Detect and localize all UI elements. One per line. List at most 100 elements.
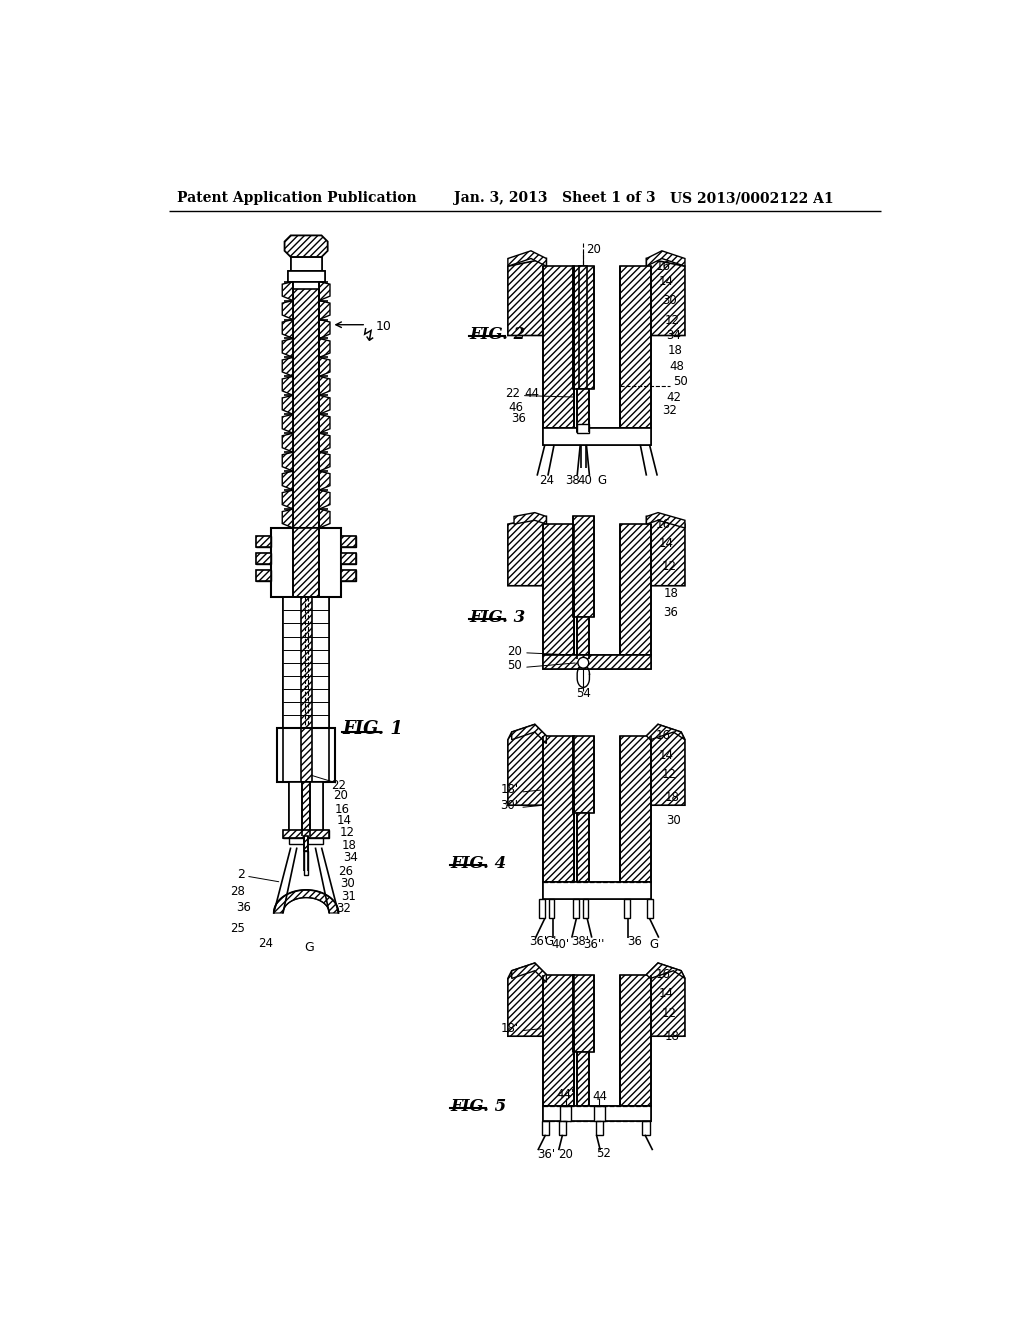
Bar — [544, 882, 651, 899]
Bar — [341, 553, 356, 564]
Text: 14: 14 — [658, 537, 674, 550]
Bar — [621, 974, 651, 1106]
Bar — [572, 516, 594, 616]
Polygon shape — [319, 281, 330, 301]
Text: 44': 44' — [556, 1088, 574, 1101]
Bar — [542, 1121, 550, 1135]
Text: FIG. 3: FIG. 3 — [469, 609, 525, 626]
Polygon shape — [273, 890, 339, 913]
Circle shape — [578, 657, 589, 668]
Bar — [621, 524, 651, 655]
Text: 38: 38 — [565, 474, 580, 487]
Text: ↯: ↯ — [360, 326, 375, 345]
Text: 16: 16 — [655, 260, 671, 273]
Bar — [621, 737, 651, 882]
Text: 30: 30 — [662, 294, 677, 308]
Text: 36: 36 — [664, 606, 678, 619]
Bar — [560, 1106, 571, 1121]
Polygon shape — [283, 433, 293, 453]
Text: 16: 16 — [335, 803, 349, 816]
Polygon shape — [319, 510, 330, 528]
Bar — [283, 597, 330, 729]
Text: 10: 10 — [376, 319, 391, 333]
Text: Jan. 3, 2013   Sheet 1 of 3: Jan. 3, 2013 Sheet 1 of 3 — [454, 191, 655, 206]
Polygon shape — [508, 251, 547, 267]
Text: US 2013/0002122 A1: US 2013/0002122 A1 — [670, 191, 834, 206]
Text: 31: 31 — [342, 890, 356, 903]
Text: 36: 36 — [511, 412, 526, 425]
Text: 25: 25 — [229, 921, 245, 935]
Polygon shape — [508, 964, 547, 1036]
Text: 36: 36 — [236, 902, 251, 915]
Bar — [544, 974, 574, 1106]
Text: 44: 44 — [524, 387, 540, 400]
Text: FIG. 1: FIG. 1 — [342, 721, 403, 738]
Text: 14: 14 — [658, 275, 674, 288]
Polygon shape — [283, 301, 293, 319]
Bar — [304, 836, 308, 851]
Polygon shape — [319, 301, 330, 319]
Text: 36': 36' — [538, 1148, 555, 1162]
Text: 14: 14 — [658, 987, 674, 1001]
Bar — [544, 428, 651, 445]
Bar — [301, 597, 311, 729]
Polygon shape — [646, 259, 685, 335]
Bar — [625, 899, 630, 919]
Text: 18: 18 — [668, 345, 683, 358]
Bar — [341, 570, 356, 581]
Polygon shape — [646, 964, 685, 1036]
Bar — [580, 267, 587, 389]
Polygon shape — [285, 235, 328, 257]
Polygon shape — [283, 338, 293, 358]
Polygon shape — [319, 490, 330, 510]
Text: 12: 12 — [339, 826, 354, 840]
Text: 14: 14 — [658, 748, 674, 762]
Text: 30': 30' — [501, 799, 518, 812]
Text: 22: 22 — [331, 779, 346, 792]
Text: FIG. 4: FIG. 4 — [451, 855, 506, 873]
Bar — [293, 281, 319, 528]
Bar — [578, 813, 590, 882]
Polygon shape — [319, 453, 330, 471]
Text: 40': 40' — [551, 939, 569, 952]
Bar — [293, 528, 319, 597]
Bar — [289, 837, 323, 843]
Text: 50: 50 — [507, 659, 521, 672]
Text: 54: 54 — [575, 686, 591, 700]
Bar — [578, 424, 590, 433]
Bar — [544, 655, 651, 669]
Polygon shape — [508, 259, 547, 335]
Text: 20: 20 — [558, 1148, 573, 1162]
Bar — [578, 1052, 590, 1106]
Bar — [293, 281, 319, 289]
Polygon shape — [512, 964, 547, 982]
Polygon shape — [319, 358, 330, 376]
Text: 14: 14 — [337, 814, 352, 828]
Bar — [283, 830, 330, 838]
Bar — [256, 553, 271, 564]
Polygon shape — [283, 414, 293, 433]
Text: 18': 18' — [501, 783, 518, 796]
Bar — [256, 570, 271, 581]
Text: 26: 26 — [339, 865, 353, 878]
Text: 50: 50 — [673, 375, 687, 388]
Bar — [341, 570, 356, 581]
Text: 24: 24 — [539, 474, 554, 487]
Text: 44: 44 — [592, 1090, 607, 1102]
Polygon shape — [283, 358, 293, 376]
Polygon shape — [646, 964, 685, 978]
Bar — [271, 528, 341, 597]
Bar — [559, 1121, 566, 1135]
Polygon shape — [508, 516, 547, 586]
Text: 12: 12 — [662, 1007, 677, 1019]
Bar — [596, 1121, 603, 1135]
Polygon shape — [283, 453, 293, 471]
Bar — [341, 553, 356, 564]
Bar — [594, 1106, 605, 1121]
Text: 2: 2 — [237, 869, 245, 880]
Polygon shape — [319, 319, 330, 338]
Text: 20: 20 — [507, 644, 521, 657]
Bar — [288, 271, 325, 281]
Polygon shape — [283, 490, 293, 510]
Bar — [578, 389, 590, 432]
